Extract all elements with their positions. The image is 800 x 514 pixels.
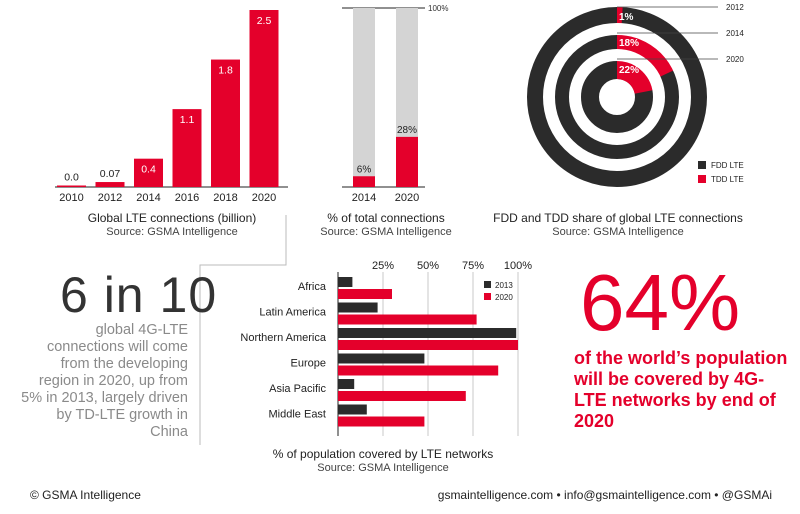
- bar-2013: [338, 404, 367, 415]
- legend-2020-swatch: [484, 293, 491, 300]
- right-callout-text: of the world’s population will be covere…: [574, 348, 788, 431]
- ring-spacer: [543, 23, 691, 171]
- bar-value-label: 28%: [397, 125, 417, 136]
- x-tick-label: 2018: [213, 192, 237, 204]
- category-label: Europe: [291, 358, 326, 370]
- ring-tdd-2012: [617, 7, 623, 26]
- global-lte-connections-chart: 0.0 2010 0.07 2012 0.4 2014 1.1 2016 1.8 2018 2.5 2…: [55, 10, 288, 238]
- ring-year-label: 2014: [726, 29, 744, 38]
- legend-tdd-label: TDD LTE: [711, 175, 744, 184]
- bar-value-label: 0.4: [141, 164, 156, 176]
- x-tick-label: 2014: [352, 192, 376, 204]
- connector-line: [199, 215, 287, 445]
- ring-tdd-2014: [617, 33, 675, 78]
- bar-2020: [249, 10, 279, 187]
- bar-2016: [172, 109, 202, 187]
- bar-2020: [338, 365, 499, 376]
- fdd-tdd-share-chart: 1% 18% 22% 2012 2014 2020 FDD LTE TDD LTE FD…: [493, 3, 744, 238]
- bar-value-label: 2.5: [257, 15, 272, 27]
- bar-2020: [338, 314, 477, 325]
- bar-2010: [57, 185, 86, 187]
- bar-value-label: 1.1: [180, 114, 195, 126]
- bar-2012: [95, 182, 125, 187]
- x-tick-label: 100%: [504, 260, 532, 272]
- footer-copyright: © GSMA Intelligence: [30, 488, 141, 502]
- bar-2020: [338, 391, 466, 401]
- ring-spacer: [569, 49, 665, 145]
- chart1-title: Global LTE connections (billion): [88, 211, 257, 225]
- x-tick-label: 2020: [252, 192, 276, 204]
- chart4-source: Source: GSMA Intelligence: [317, 462, 448, 474]
- bar-2020: [338, 416, 425, 427]
- bar-2013: [338, 328, 517, 338]
- bar-2013: [338, 353, 425, 364]
- bar-2018: [211, 59, 240, 188]
- category-label: Africa: [298, 281, 327, 293]
- x-tick-label: 2012: [98, 192, 122, 204]
- ring-value-label: 22%: [619, 65, 639, 76]
- chart2-source: Source: GSMA Intelligence: [320, 226, 451, 238]
- population-coverage-chart: 25% 50% 75% 100% Africa Latin America Norther…: [240, 260, 532, 474]
- legend-fdd-label: FDD LTE: [711, 161, 744, 170]
- category-label: Asia Pacific: [269, 383, 326, 395]
- bar-background-2014: [353, 8, 375, 187]
- x-tick-label: 50%: [417, 260, 439, 272]
- category-label: Northern America: [240, 332, 326, 344]
- ring-year-label: 2012: [726, 3, 744, 12]
- chart3-title: FDD and TDD share of global LTE connecti…: [493, 211, 743, 225]
- chart4-title: % of population covered by LTE networks: [273, 447, 494, 461]
- bar-value-label: 1.8: [218, 65, 233, 77]
- bar-2013: [338, 277, 353, 287]
- chart2-max-label: 100%: [428, 4, 448, 13]
- x-tick-label: 2010: [59, 192, 83, 204]
- bar-value-label: 0.07: [100, 168, 121, 180]
- legend-tdd-swatch: [698, 175, 706, 183]
- donut-hole: [601, 81, 633, 113]
- ring-value-label: 1%: [619, 12, 634, 23]
- x-tick-label: 2016: [175, 192, 199, 204]
- percent-total-connections-chart: 100% 6% 2014 28% 2020 % of total connection…: [320, 4, 451, 238]
- right-callout-headline: 64%: [580, 258, 741, 347]
- left-callout-headline: 6 in 10: [60, 267, 218, 323]
- bar-2020: [338, 340, 518, 350]
- x-tick-label: 75%: [462, 260, 484, 272]
- legend-fdd-swatch: [698, 161, 706, 169]
- chart3-source: Source: GSMA Intelligence: [552, 226, 683, 238]
- bar-2014: [353, 176, 375, 187]
- chart1-source: Source: GSMA Intelligence: [106, 226, 237, 238]
- bar-value-label: 6%: [357, 164, 372, 175]
- category-label: Latin America: [259, 307, 327, 319]
- legend-2020-label: 2020: [495, 293, 513, 302]
- bar-2013: [338, 302, 378, 313]
- chart2-title: % of total connections: [327, 211, 444, 225]
- ring-value-label: 18%: [619, 38, 639, 49]
- ring-year-label: 2020: [726, 55, 744, 64]
- x-tick-label: 2014: [136, 192, 160, 204]
- left-callout-text: global 4G-LTE connections will come from…: [21, 322, 188, 440]
- bar-2013: [338, 379, 355, 389]
- legend-2013-label: 2013: [495, 281, 513, 290]
- category-label: Middle East: [269, 409, 326, 421]
- x-tick-label: 2020: [395, 192, 419, 204]
- x-tick-label: 25%: [372, 260, 394, 272]
- bar-2014: [134, 158, 163, 187]
- bar-value-label: 0.0: [64, 172, 79, 184]
- legend-2013-swatch: [484, 281, 491, 288]
- ring-tdd-2020: [617, 59, 655, 94]
- bar-2020: [396, 136, 418, 187]
- footer-contact: gsmaintelligence.com • info@gsmaintellig…: [437, 488, 772, 502]
- bar-2020: [338, 289, 392, 299]
